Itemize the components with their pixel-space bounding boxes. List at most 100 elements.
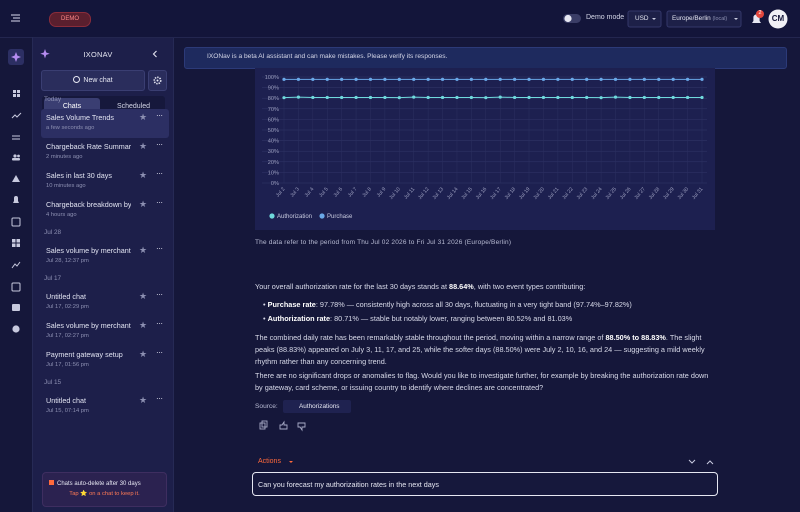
y-tick-label: 20% [268,160,279,166]
group-label: Jul 28 [44,229,62,236]
data-point [570,95,574,100]
data-point [513,77,517,81]
star-button[interactable]: ★ [139,349,148,359]
chat-time: Jul 17, 02:29 pm [46,304,89,310]
currency-select[interactable] [627,10,662,28]
data-point [354,77,358,81]
data-point [484,77,488,81]
data-point [397,77,401,81]
star-button[interactable]: ★ [139,170,148,180]
data-point [340,95,344,100]
settings-button[interactable] [148,70,167,91]
auto-delete-hint: Tap ⭐ on a chat to keep it. [69,491,140,497]
data-point [455,95,459,100]
data-point [426,95,430,100]
x-tick-label: Jul 9 [376,186,388,198]
data-point [527,77,531,81]
notification-count: 2 [758,10,762,16]
star-button[interactable]: ★ [139,395,148,405]
data-point [469,95,473,100]
chat-title: Sales in last 30 days [46,171,112,180]
collapse-sidebar[interactable] [151,50,159,58]
chat-title: Sales Volume Trends [46,113,114,122]
star-button[interactable]: ★ [139,291,148,301]
data-point [412,95,416,99]
rail-icons[interactable] [11,90,22,333]
chat-item[interactable] [41,109,169,138]
chat-time: 4 hours ago [46,212,77,218]
more-button[interactable]: ··· [156,111,163,120]
data-point [296,95,301,99]
notification-badge [756,10,764,18]
legend-swatch [319,213,325,219]
star-button[interactable]: ★ [139,141,148,151]
data-point [368,95,373,100]
y-tick-label: 50% [268,128,279,134]
intro-text: Your overall authorization rate for the … [255,282,450,291]
data-point [541,77,546,81]
demo-badge: DEMO [49,12,91,27]
bullet-text: : 80.71% — stable but notably lower, ran… [330,314,573,323]
source-chip[interactable] [283,400,351,413]
x-tick-label: Jul 8 [361,186,373,198]
y-tick-label: 0% [271,181,279,187]
actions-toggle[interactable]: Actions [258,458,281,465]
data-point [570,77,574,81]
chat-time: Jul 15, 07:14 pm [46,408,89,414]
bullet-text: : 97.78% — consistently high across all … [315,300,632,309]
y-tick-label: 60% [268,117,279,123]
more-button[interactable]: ··· [156,290,163,299]
more-button[interactable]: ··· [156,319,163,328]
data-point [412,77,416,81]
avatar[interactable] [768,9,788,29]
data-point [354,95,358,100]
sidebar-logo [40,49,50,59]
star-button[interactable]: ★ [139,199,148,209]
legend-label: Purchase [327,214,353,220]
demo-toggle-knob [564,14,572,23]
timezone-note: (local) [712,16,728,22]
data-point [685,77,690,81]
star-button[interactable]: ★ [139,112,148,122]
tab-scheduled[interactable]: Scheduled [116,103,151,110]
actions-caret [289,461,293,463]
y-tick-label: 70% [268,107,279,113]
timezone-select[interactable] [666,10,742,28]
auto-delete-title: Chats auto-delete after 30 days [49,480,164,487]
y-tick-label: 10% [268,170,279,176]
star-button[interactable]: ★ [139,320,148,330]
currency-value: USD [635,15,649,22]
data-point [685,95,690,100]
more-button[interactable]: ··· [156,198,163,207]
settings-icon [153,76,162,85]
menu-toggle[interactable] [11,14,20,22]
auto-delete-icon [49,480,54,485]
new-chat-button[interactable]: New chat [41,70,145,91]
y-tick-label: 90% [268,86,279,92]
data-point [700,95,704,100]
summary-text: The combined daily rate has been remarka… [255,333,606,342]
chat-input[interactable] [252,472,718,496]
star-button[interactable]: ★ [139,245,148,255]
collapse-chevrons[interactable] [688,459,714,465]
timezone-name: Europe/Berlin [672,15,711,22]
data-point [541,95,546,100]
currency-caret [652,18,656,20]
more-button[interactable]: ··· [156,244,163,253]
y-tick-label: 30% [268,149,279,155]
chat-title: Chargeback Rate Summary [46,142,131,151]
message-actions[interactable] [259,420,306,432]
chat-title: Chargeback breakdown by... [46,200,131,209]
bullet-label: Purchase rate [267,300,316,309]
data-point [383,77,387,81]
more-button[interactable]: ··· [156,140,163,149]
data-point [296,77,301,81]
data-point [383,95,387,100]
auto-delete-title-text: Chats auto-delete after 30 days [57,481,141,487]
more-button[interactable]: ··· [156,348,163,357]
data-point [556,95,560,100]
more-button[interactable]: ··· [156,394,163,403]
more-button[interactable]: ··· [156,169,163,178]
chat-title: Untitled chat [46,292,86,301]
sidebar-title: IXONAV [83,50,113,59]
